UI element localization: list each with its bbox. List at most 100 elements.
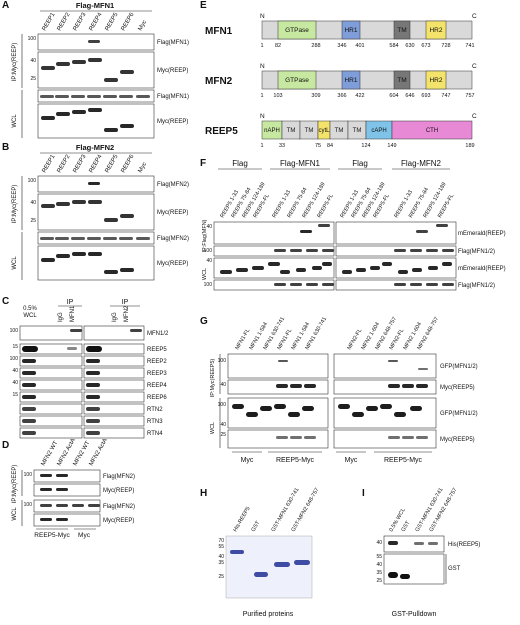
residue-tick: 82 [275,43,281,49]
band [290,436,302,439]
lane-label: REEP4 [89,11,104,32]
mw-label: 25 [30,76,36,82]
band [442,262,452,266]
band [388,541,398,545]
mw-label: 100 [24,472,33,478]
group-header: Flag [232,159,248,168]
row-label: Flag(MFN2) [103,504,135,510]
row-label: MFN1/2 [147,331,169,337]
blot-box [19,391,83,403]
domain-box [277,20,317,40]
row-label: mEmerald(REEP) [458,231,506,237]
band [290,249,302,252]
band [276,436,288,439]
mw-label: 100 [28,178,37,184]
band [86,407,100,411]
blot-box [83,367,145,379]
mw-label: 40 [30,200,36,206]
row-label: His(REEP5) [448,542,480,548]
domain-box [341,70,361,90]
mw-label: 25 [376,578,382,584]
band [274,249,286,252]
lane-label: IgG [58,312,64,322]
band [382,262,392,266]
mw-label: 15 [12,344,18,350]
mw-label: 100 [204,282,213,288]
domain-label: CTH [426,128,438,134]
band [72,60,86,64]
residue-tick: 84 [327,143,333,149]
mw-label: 100 [24,502,33,508]
domain-label: TM [287,128,296,134]
group-label: IP:Myc(REEP) [12,185,18,224]
band [72,504,84,507]
band [136,237,150,240]
panel-letter: B [2,142,9,153]
band [388,572,398,578]
c-terminus: C [472,113,477,120]
band [436,224,448,227]
band [306,249,318,252]
panel-letter: D [2,440,9,451]
lane-label: GST-MFN2 648-757 [429,487,459,533]
domain-label: HR1 [344,77,357,84]
domain-label: nAPH [264,128,280,134]
mw-label: 55 [218,544,224,550]
blot-box [83,325,145,341]
row-label: RTN4 [147,431,163,437]
mw-label: 25 [30,218,36,224]
band [40,95,54,98]
band [86,383,100,387]
domain-label: HR1 [344,27,357,34]
group-header: Flag-MFN2 [401,159,442,168]
blot-box [383,553,445,585]
row-label: Myc(REEP) [103,518,134,524]
wcl-label: WCL [23,313,37,319]
ip-label: IP [67,299,74,306]
band [120,214,134,218]
row-label: GFP(MFN1/2) [440,411,478,417]
band [388,436,400,439]
blot-box [333,397,437,429]
lane-label: REEP5 [105,153,120,174]
band [380,404,392,409]
band [40,518,52,521]
mw-label: 100 [10,356,19,362]
mw-label: 40 [206,258,212,264]
lane-label: IgG [112,312,118,322]
lane-label: MFN2 648-757 [417,316,441,351]
blot-box [333,379,437,395]
condition-label: REEP5-Myc [34,532,70,539]
n-terminus: N [260,13,265,20]
band [402,384,414,388]
band [136,95,150,98]
band [318,224,330,227]
band [104,128,118,132]
residue-tick: 1 [260,43,263,49]
row-label: Flag(MFN1/2) [458,249,495,255]
band [88,108,102,112]
band [410,249,422,252]
lane-label: REEP4 [89,153,104,174]
blot-box [83,427,145,439]
blot-box [213,279,335,291]
band [294,560,310,565]
blot-box [19,325,83,341]
condition-label: REEP5-Myc [276,457,315,464]
residue-tick: 309 [311,93,320,99]
band [71,95,85,98]
residue-tick: 646 [405,93,414,99]
lane-label: REEP3 [73,11,88,32]
residue-tick: 1 [260,143,263,149]
panel-letter: I [362,488,365,499]
mw-label: 15 [12,392,18,398]
mw-label: 100 [28,36,37,42]
band [300,230,312,233]
panel-letter: C [2,296,9,307]
lane-label: MFN1 [70,305,76,322]
band [274,562,290,567]
n-terminus: N [260,63,265,70]
domain-label: GTPase [285,27,309,34]
residue-tick: 747 [441,93,450,99]
band [87,237,101,240]
